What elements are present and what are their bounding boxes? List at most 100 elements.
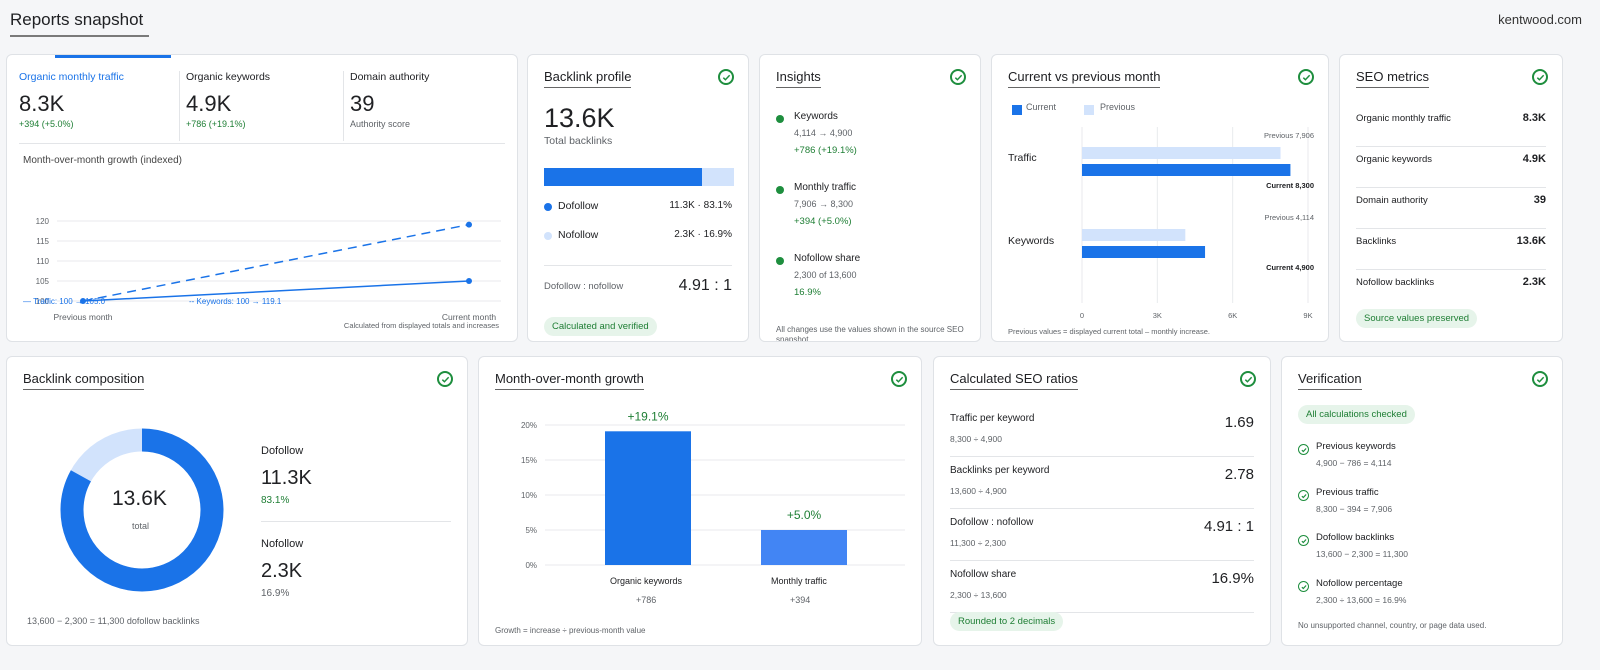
dofollow-label: Dofollow	[261, 445, 304, 457]
check-icon	[950, 69, 966, 85]
source-badge: Source values preserved	[1356, 309, 1478, 328]
active-tab-indicator	[55, 55, 171, 58]
insight-detail: 4,114 → 4,900	[794, 128, 853, 138]
insight-detail: 2,300 of 13,600	[794, 270, 857, 280]
y-tick-label: 0%	[525, 561, 537, 570]
kpi-tab-keywords[interactable]: Organic keywords 4.9K +786 (+19.1%)	[179, 71, 339, 141]
check-circle-icon	[1298, 581, 1309, 592]
ratio-formula: 8,300 ÷ 4,900	[950, 434, 1002, 444]
line-chart-title: Month-over-month growth (indexed)	[23, 155, 182, 166]
kpi-delta: +786 (+19.1%)	[186, 119, 246, 129]
card-title[interactable]: Backlink composition	[23, 371, 145, 390]
ratio-formula: 11,300 ÷ 2,300	[950, 538, 1007, 548]
verified-badge: Calculated and verified	[544, 317, 657, 336]
current-bar	[1082, 164, 1291, 176]
x-tick-label: 0	[1080, 311, 1084, 320]
ratio-row: Traffic per keyword 8,300 ÷ 4,900 1.69	[950, 407, 1254, 457]
verification-item: Nofollow percentage 2,300 ÷ 13,600 = 16.…	[1298, 578, 1548, 614]
metric-row: Organic keywords 4.9K	[1356, 148, 1546, 188]
divider	[544, 265, 732, 266]
insight-delta: 16.9%	[794, 287, 821, 298]
check-icon	[1240, 371, 1256, 387]
bar-label: Monthly traffic	[771, 576, 827, 586]
verification-card: Verification All calculations checked Pr…	[1281, 356, 1563, 646]
traffic-category: Traffic	[1008, 152, 1037, 164]
card-title[interactable]: Calculated SEO ratios	[950, 371, 1078, 390]
legend-current-swatch	[1012, 105, 1022, 115]
x-tick-label: 6K	[1228, 311, 1237, 320]
metric-value: 4.9K	[1522, 153, 1546, 165]
metric-row: Nofollow backlinks 2.3K	[1356, 271, 1546, 311]
data-point	[466, 221, 472, 228]
check-icon	[1298, 69, 1314, 85]
status-dot	[776, 186, 784, 194]
metric-value: 39	[1533, 194, 1546, 206]
rounding-badge: Rounded to 2 decimals	[950, 612, 1064, 631]
divider	[19, 143, 505, 144]
ratio-value: 16.9%	[1211, 570, 1254, 587]
insight-name: Monthly traffic	[794, 182, 857, 193]
ratio-row: Dofollow : nofollow 11,300 ÷ 2,300 4.91 …	[950, 511, 1254, 561]
dofollow-label: Dofollow	[558, 200, 599, 212]
dofollow-slice	[60, 428, 224, 592]
card-title[interactable]: Current vs previous month	[1008, 69, 1161, 88]
growth-bar	[761, 530, 847, 565]
kpi-tab-traffic[interactable]: Organic monthly traffic 8.3K +394 (+5.0%…	[19, 71, 179, 141]
keywords-series-line	[82, 223, 470, 302]
insight-delta: +786 (+19.1%)	[794, 145, 857, 156]
y-tick-label: 5%	[525, 526, 537, 535]
y-tick-label: 20%	[521, 421, 537, 430]
ratio-formula: 13,600 ÷ 4,900	[950, 486, 1007, 496]
nofollow-pct: 16.9%	[261, 588, 290, 599]
dofollow-value: 11.3K	[261, 467, 312, 489]
legend-previous: Previous	[1100, 102, 1136, 112]
y-tick-label: 110	[36, 257, 49, 266]
traffic-series-line	[82, 280, 470, 302]
card-title[interactable]: Verification	[1298, 371, 1362, 390]
total-backlinks-value: 13.6K	[544, 103, 615, 133]
y-tick-label: 105	[36, 277, 50, 286]
metric-label: Organic monthly traffic	[1356, 113, 1451, 124]
verification-label: Dofollow backlinks	[1316, 532, 1395, 543]
x-tick-label: 3K	[1153, 311, 1162, 320]
ratio-label: Traffic per keyword	[950, 413, 1035, 424]
backlink-composition-card: Backlink composition 13.6K total Dofollo…	[6, 356, 468, 646]
verification-formula: 2,300 ÷ 13,600 = 16.9%	[1316, 595, 1407, 605]
verification-item: Previous keywords 4,900 − 786 = 4,114	[1298, 441, 1548, 477]
donut-center-label: total	[132, 521, 150, 531]
card-title[interactable]: Month-over-month growth	[495, 371, 644, 390]
metric-value: 13.6K	[1516, 235, 1546, 247]
card-title[interactable]: Insights	[776, 69, 821, 88]
metric-label: Backlinks	[1356, 236, 1397, 247]
verification-label: Previous keywords	[1316, 441, 1396, 452]
data-point	[466, 278, 472, 284]
ratio-label: Dofollow : nofollow	[544, 281, 624, 292]
backlink-donut-chart	[60, 428, 224, 592]
dofollow-pct: 83.1%	[261, 495, 290, 506]
growth-line-chart: 100 105 110 115 120 Previous month Current mon…	[36, 217, 501, 322]
card-title[interactable]: Backlink profile	[544, 69, 632, 88]
card-title[interactable]: SEO metrics	[1356, 69, 1429, 88]
traffic-current-label: Current 8,300	[1266, 181, 1314, 190]
growth-bar	[605, 431, 691, 565]
ratio-row: Backlinks per keyword 13,600 ÷ 4,900 2.7…	[950, 459, 1254, 509]
kpi-label: Organic keywords	[186, 71, 271, 83]
kpi-sub: Authority score	[350, 119, 411, 129]
dofollow-share-bar	[544, 168, 734, 186]
metric-row: Organic monthly traffic 8.3K	[1356, 107, 1546, 147]
ratio-label: Dofollow : nofollow	[950, 517, 1034, 528]
nofollow-label: Nofollow	[558, 229, 599, 241]
insight-item: Keywords 4,114 → 4,900 +786 (+19.1%)	[776, 111, 966, 171]
insight-delta: +394 (+5.0%)	[794, 216, 852, 227]
current-bar	[1082, 246, 1206, 258]
kpi-tab-authority[interactable]: Domain authority 39 Authority score	[343, 71, 503, 141]
kpi-label: Organic monthly traffic	[19, 71, 124, 83]
verification-label: Nofollow percentage	[1316, 578, 1403, 589]
mom-bar-chart: 0% 5% 10% 15% 20% +19.1% +5.0%	[521, 409, 905, 570]
composition-note: 13,600 − 2,300 = 11,300 dofollow backlin…	[27, 616, 200, 626]
ratio-label: Nofollow share	[950, 569, 1017, 580]
verification-label: Previous traffic	[1316, 487, 1379, 498]
data-point	[80, 298, 86, 304]
traffic-previous-label: Previous 7,906	[1263, 131, 1314, 140]
y-tick-label: 15%	[521, 456, 537, 465]
